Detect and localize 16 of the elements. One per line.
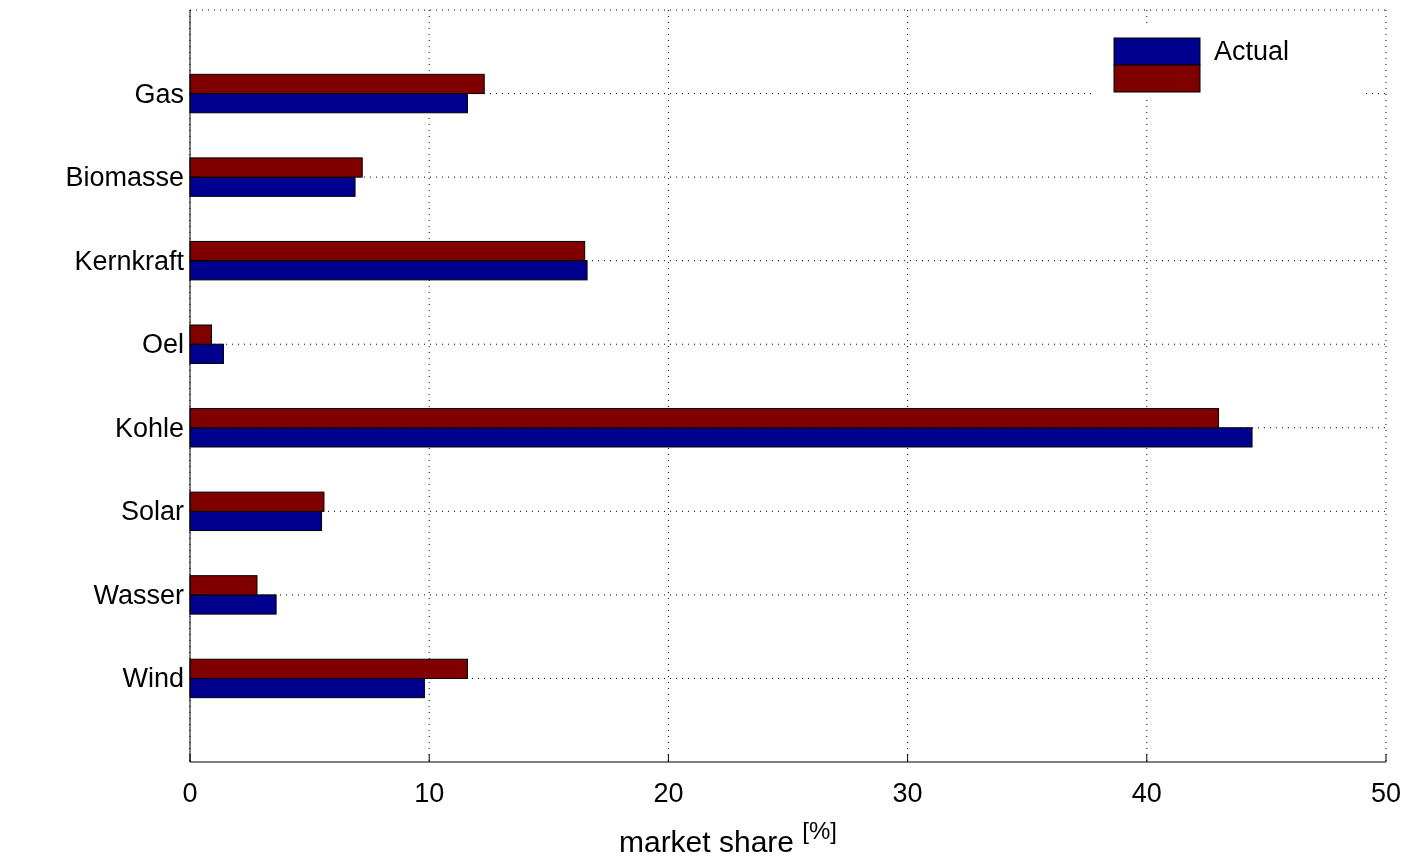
- x-tick-label: 0: [182, 778, 198, 808]
- legend-label: Actual: [1214, 36, 1290, 66]
- y-tick-label: Kernkraft: [74, 245, 185, 276]
- x-tick-label: 20: [653, 778, 684, 808]
- y-tick-label: Biomasse: [65, 162, 184, 193]
- y-tick-label: Solar: [120, 496, 185, 527]
- y-tick-label: Kohle: [114, 412, 184, 443]
- x-tick-label: 30: [892, 778, 923, 808]
- y-tick-label: Wasser: [93, 579, 184, 610]
- x-tick-label: 40: [1131, 778, 1162, 808]
- x-tick-label: 50: [1370, 778, 1402, 808]
- x-tick-label: 10: [414, 778, 445, 808]
- y-tick-label: Wind: [122, 663, 184, 694]
- y-tick-label: Oel: [141, 329, 184, 360]
- x-axis-title: market share $^{[%]}$: [618, 816, 838, 858]
- y-tick-label: Gas: [134, 78, 184, 109]
